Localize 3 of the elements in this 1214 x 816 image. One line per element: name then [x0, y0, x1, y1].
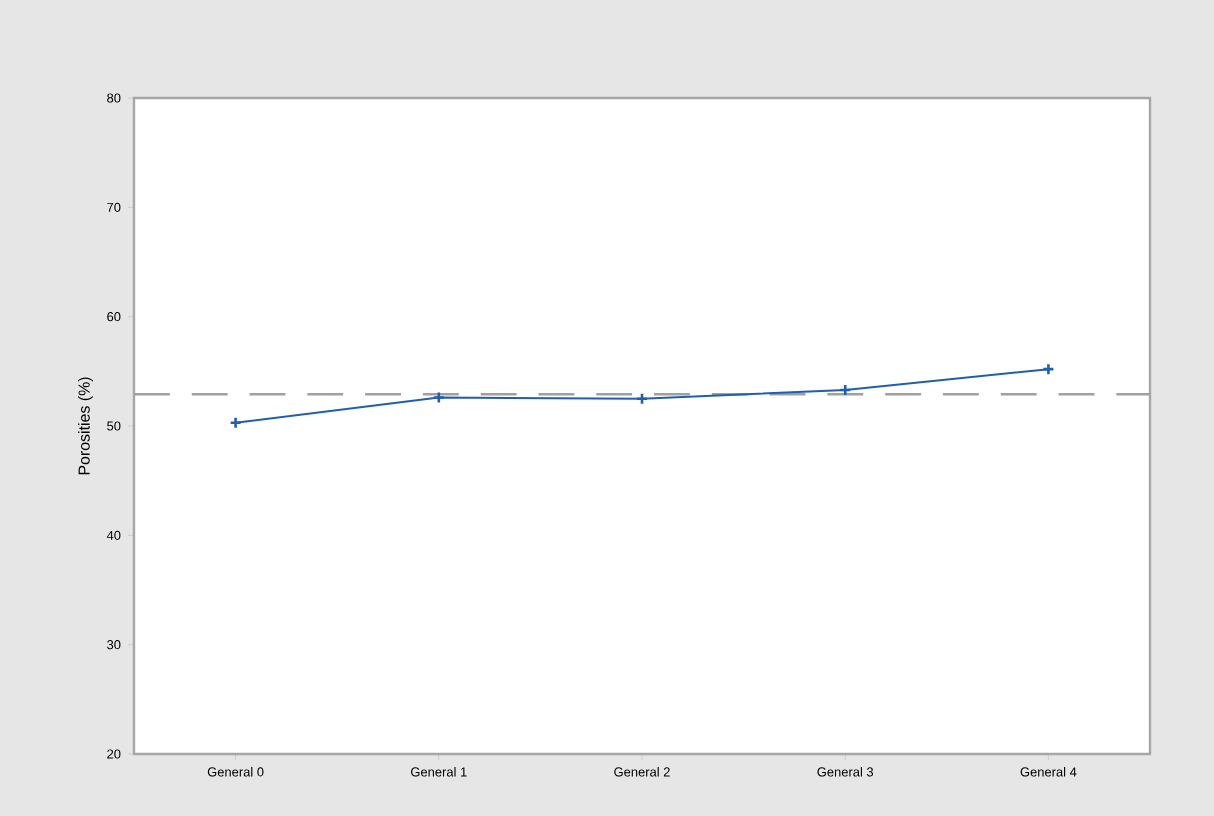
point	[838, 383, 852, 397]
point	[635, 392, 649, 405]
point	[432, 391, 446, 404]
